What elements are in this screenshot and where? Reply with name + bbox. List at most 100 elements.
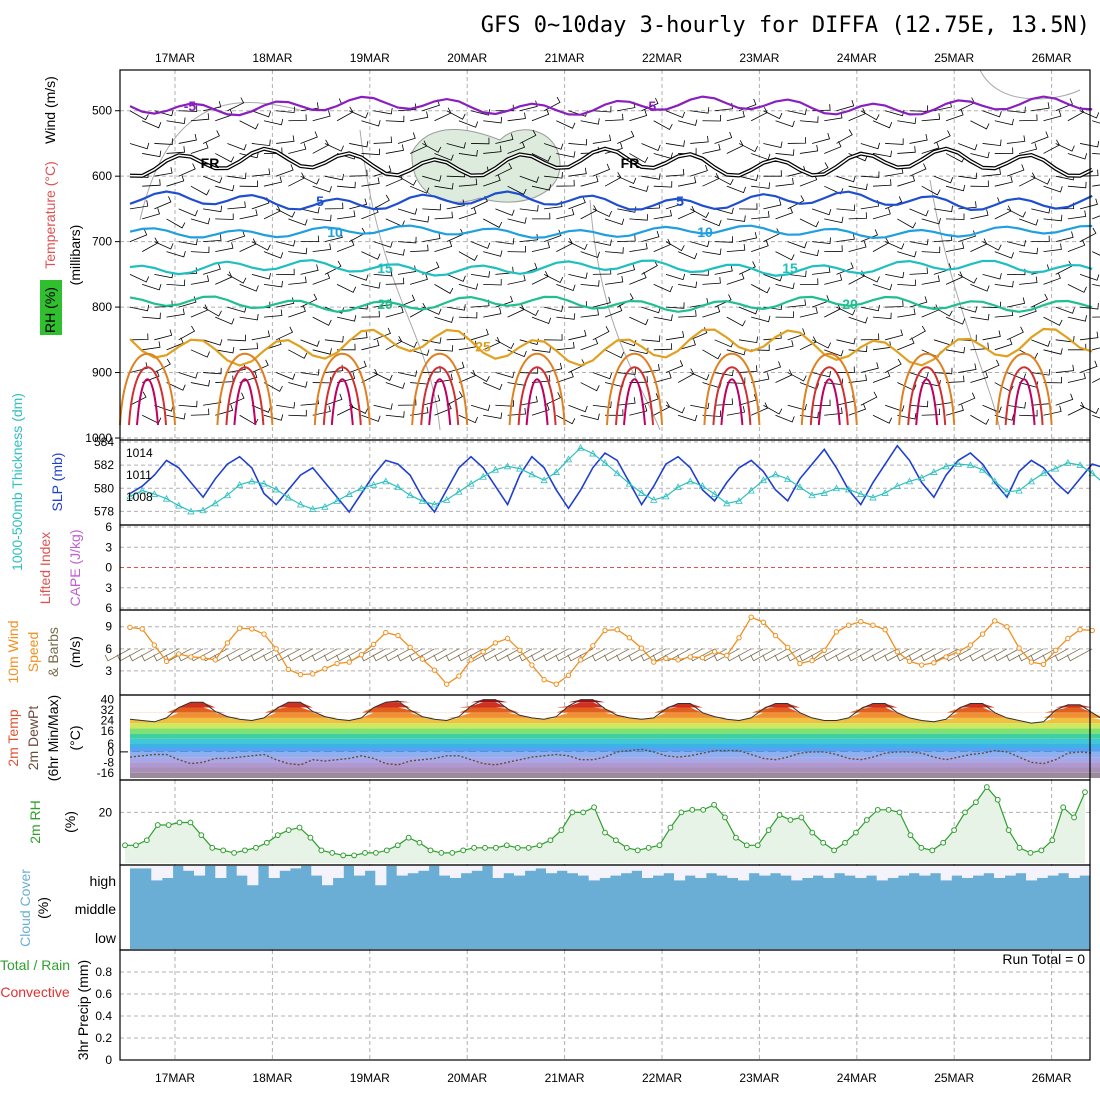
thickness-point	[516, 464, 524, 472]
wind-barb	[129, 333, 149, 341]
wind-barb	[227, 201, 246, 210]
wind-barb	[970, 414, 990, 425]
wind-barb	[324, 393, 343, 406]
wind-barb	[166, 250, 186, 258]
wind-barb	[373, 194, 390, 210]
thickness-point	[808, 491, 816, 499]
high-cloud-gap	[759, 866, 771, 876]
wind-barb	[361, 310, 380, 318]
wind-barb	[580, 118, 600, 125]
thickness-point	[260, 479, 268, 487]
wind-barb	[824, 303, 841, 318]
isotherm-label-20: 20	[377, 296, 393, 312]
wind-barb	[751, 211, 770, 220]
surface-wind-barb	[1018, 648, 1044, 662]
wind-barb	[848, 212, 868, 220]
wind-speed-point	[127, 624, 133, 631]
rh-point	[154, 822, 161, 828]
wind-barb	[580, 413, 600, 421]
wind-barb	[617, 263, 636, 275]
wind-barb	[203, 367, 222, 375]
stability-tick-label: 3	[105, 581, 112, 595]
thickness-point	[455, 487, 463, 495]
pressure-tick-label: 1000	[85, 431, 112, 445]
ylabel-minmax: (6hr Min/Max)	[45, 695, 61, 781]
surface-wind-barb	[336, 648, 362, 662]
wind-barb	[349, 198, 368, 210]
wind-barb	[531, 374, 551, 383]
wind-barb	[1067, 284, 1087, 293]
wind-barb	[312, 214, 332, 222]
thickness-point	[284, 493, 293, 501]
rh-point	[645, 844, 652, 851]
surface-wind-barb	[969, 648, 995, 662]
rh-point	[798, 814, 805, 821]
thickness-point	[966, 461, 975, 469]
wind-barb	[154, 300, 173, 308]
high-cloud-gap	[514, 866, 526, 876]
wind-barb	[483, 279, 502, 286]
wind-barb	[556, 179, 575, 187]
wind-barb	[763, 170, 782, 177]
wind-barb	[166, 382, 186, 391]
rh-point	[580, 809, 587, 816]
wind-barb	[653, 181, 673, 188]
wind-barb	[629, 316, 649, 326]
high-cloud-gap	[140, 866, 152, 869]
wind-barb	[982, 110, 1002, 118]
wind-barb	[677, 119, 698, 126]
wind-barb	[1079, 198, 1098, 210]
thickness-point	[211, 499, 219, 507]
wind-barb	[251, 404, 271, 413]
wind-barb	[1067, 372, 1086, 383]
temp-tick-label: 16	[101, 724, 115, 738]
warm-isotherm-loop	[136, 378, 159, 426]
precip-tick-label: 0.6	[95, 987, 112, 1001]
wind-speed-point	[419, 656, 426, 662]
pressure-tick-label: 900	[92, 366, 112, 380]
rh-point	[809, 829, 816, 836]
wind-barb	[921, 408, 941, 416]
wind-barb	[909, 325, 926, 341]
wind-barb	[738, 365, 758, 373]
thickness-point	[162, 494, 171, 502]
wind-barb	[190, 113, 210, 122]
thickness-point	[637, 489, 646, 496]
wind-barb	[129, 200, 149, 210]
wind-speed-point	[614, 626, 620, 633]
wind-barb	[629, 376, 648, 383]
thickness-point	[796, 483, 804, 491]
wind-barb	[592, 326, 610, 341]
wind-barb	[483, 412, 503, 419]
high-cloud-gap	[663, 866, 675, 874]
wind-barb	[556, 208, 575, 220]
thickness-point	[467, 479, 475, 487]
wind-barb	[568, 167, 587, 177]
wind-barb	[446, 391, 463, 406]
wind-barb	[142, 370, 160, 383]
wind-barb	[251, 110, 271, 118]
warm-isotherm-loop	[915, 378, 939, 426]
wind-barb	[1006, 402, 1026, 409]
wind-barb	[763, 404, 783, 415]
thickness-point	[991, 477, 999, 485]
wind-barb	[446, 304, 466, 311]
thickness-point	[272, 485, 280, 493]
thickness-point	[674, 483, 682, 491]
wind-barb	[568, 196, 586, 210]
surface-wind-barb	[262, 648, 289, 662]
thickness-point	[540, 476, 548, 484]
wind-barb	[714, 236, 733, 243]
wind-barb	[690, 240, 710, 248]
wind-barb	[617, 175, 637, 185]
wind-barb	[519, 175, 539, 183]
rh-point	[711, 801, 717, 808]
wind-barb	[263, 176, 282, 187]
surface-wind-barb	[311, 648, 338, 662]
surface-wind-barb	[177, 648, 204, 662]
thickness-point	[394, 483, 402, 491]
surface-wind-barb	[920, 648, 947, 662]
wind-barb	[275, 208, 296, 218]
thickness-point	[552, 468, 560, 475]
wind-barb	[787, 404, 807, 411]
